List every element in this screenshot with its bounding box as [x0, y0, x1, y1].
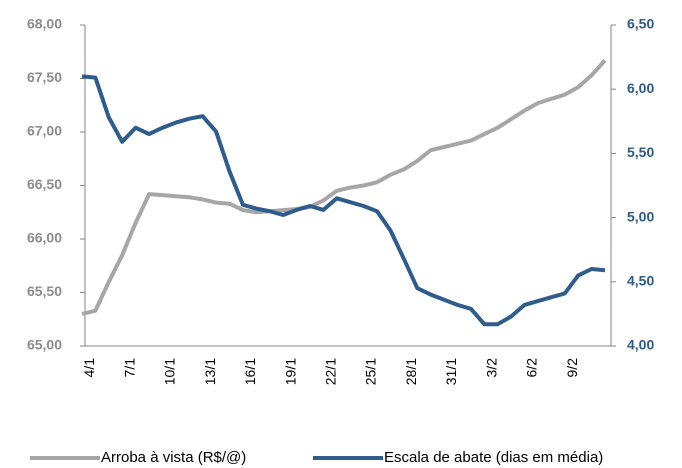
- x-tick-label: 10/1: [162, 358, 178, 385]
- x-tick-label: 25/1: [363, 358, 379, 385]
- y-tick-label: 65,50: [27, 283, 62, 299]
- x-tick-label: 31/1: [443, 358, 459, 385]
- y2-tick-label: 6,50: [627, 16, 654, 32]
- y2-tick-label: 5,00: [627, 208, 654, 224]
- y2-tick-label: 4,50: [627, 273, 654, 289]
- y-tick-label: 67,00: [27, 123, 62, 139]
- legend-label: Arroba à vista (R$/@): [101, 449, 246, 466]
- x-tick-label: 19/1: [282, 358, 298, 385]
- x-tick-label: 4/1: [81, 358, 97, 378]
- series-line: [81, 58, 607, 316]
- y2-tick-label: 5,50: [627, 144, 654, 160]
- y-tick-label: 66,50: [27, 176, 62, 192]
- x-tick-label: 16/1: [242, 358, 258, 385]
- x-tick-label: 9/2: [564, 358, 580, 378]
- x-tick-label: 7/1: [121, 358, 137, 378]
- x-tick-label: 28/1: [403, 358, 419, 385]
- x-tick-label: 13/1: [202, 358, 218, 385]
- x-tick-label: 3/2: [483, 358, 499, 378]
- legend-label: Escala de abate (dias em média): [384, 449, 603, 466]
- y-tick-label: 66,00: [27, 230, 62, 246]
- y-tick-label: 65,00: [27, 337, 62, 353]
- x-tick-label: 6/2: [524, 358, 540, 378]
- x-tick-label: 22/1: [322, 358, 338, 385]
- series-line: [81, 74, 606, 327]
- y-tick-label: 67,50: [27, 69, 62, 85]
- y2-tick-label: 4,00: [627, 337, 654, 353]
- y2-tick-label: 6,00: [627, 80, 654, 96]
- y-tick-label: 68,00: [27, 16, 62, 32]
